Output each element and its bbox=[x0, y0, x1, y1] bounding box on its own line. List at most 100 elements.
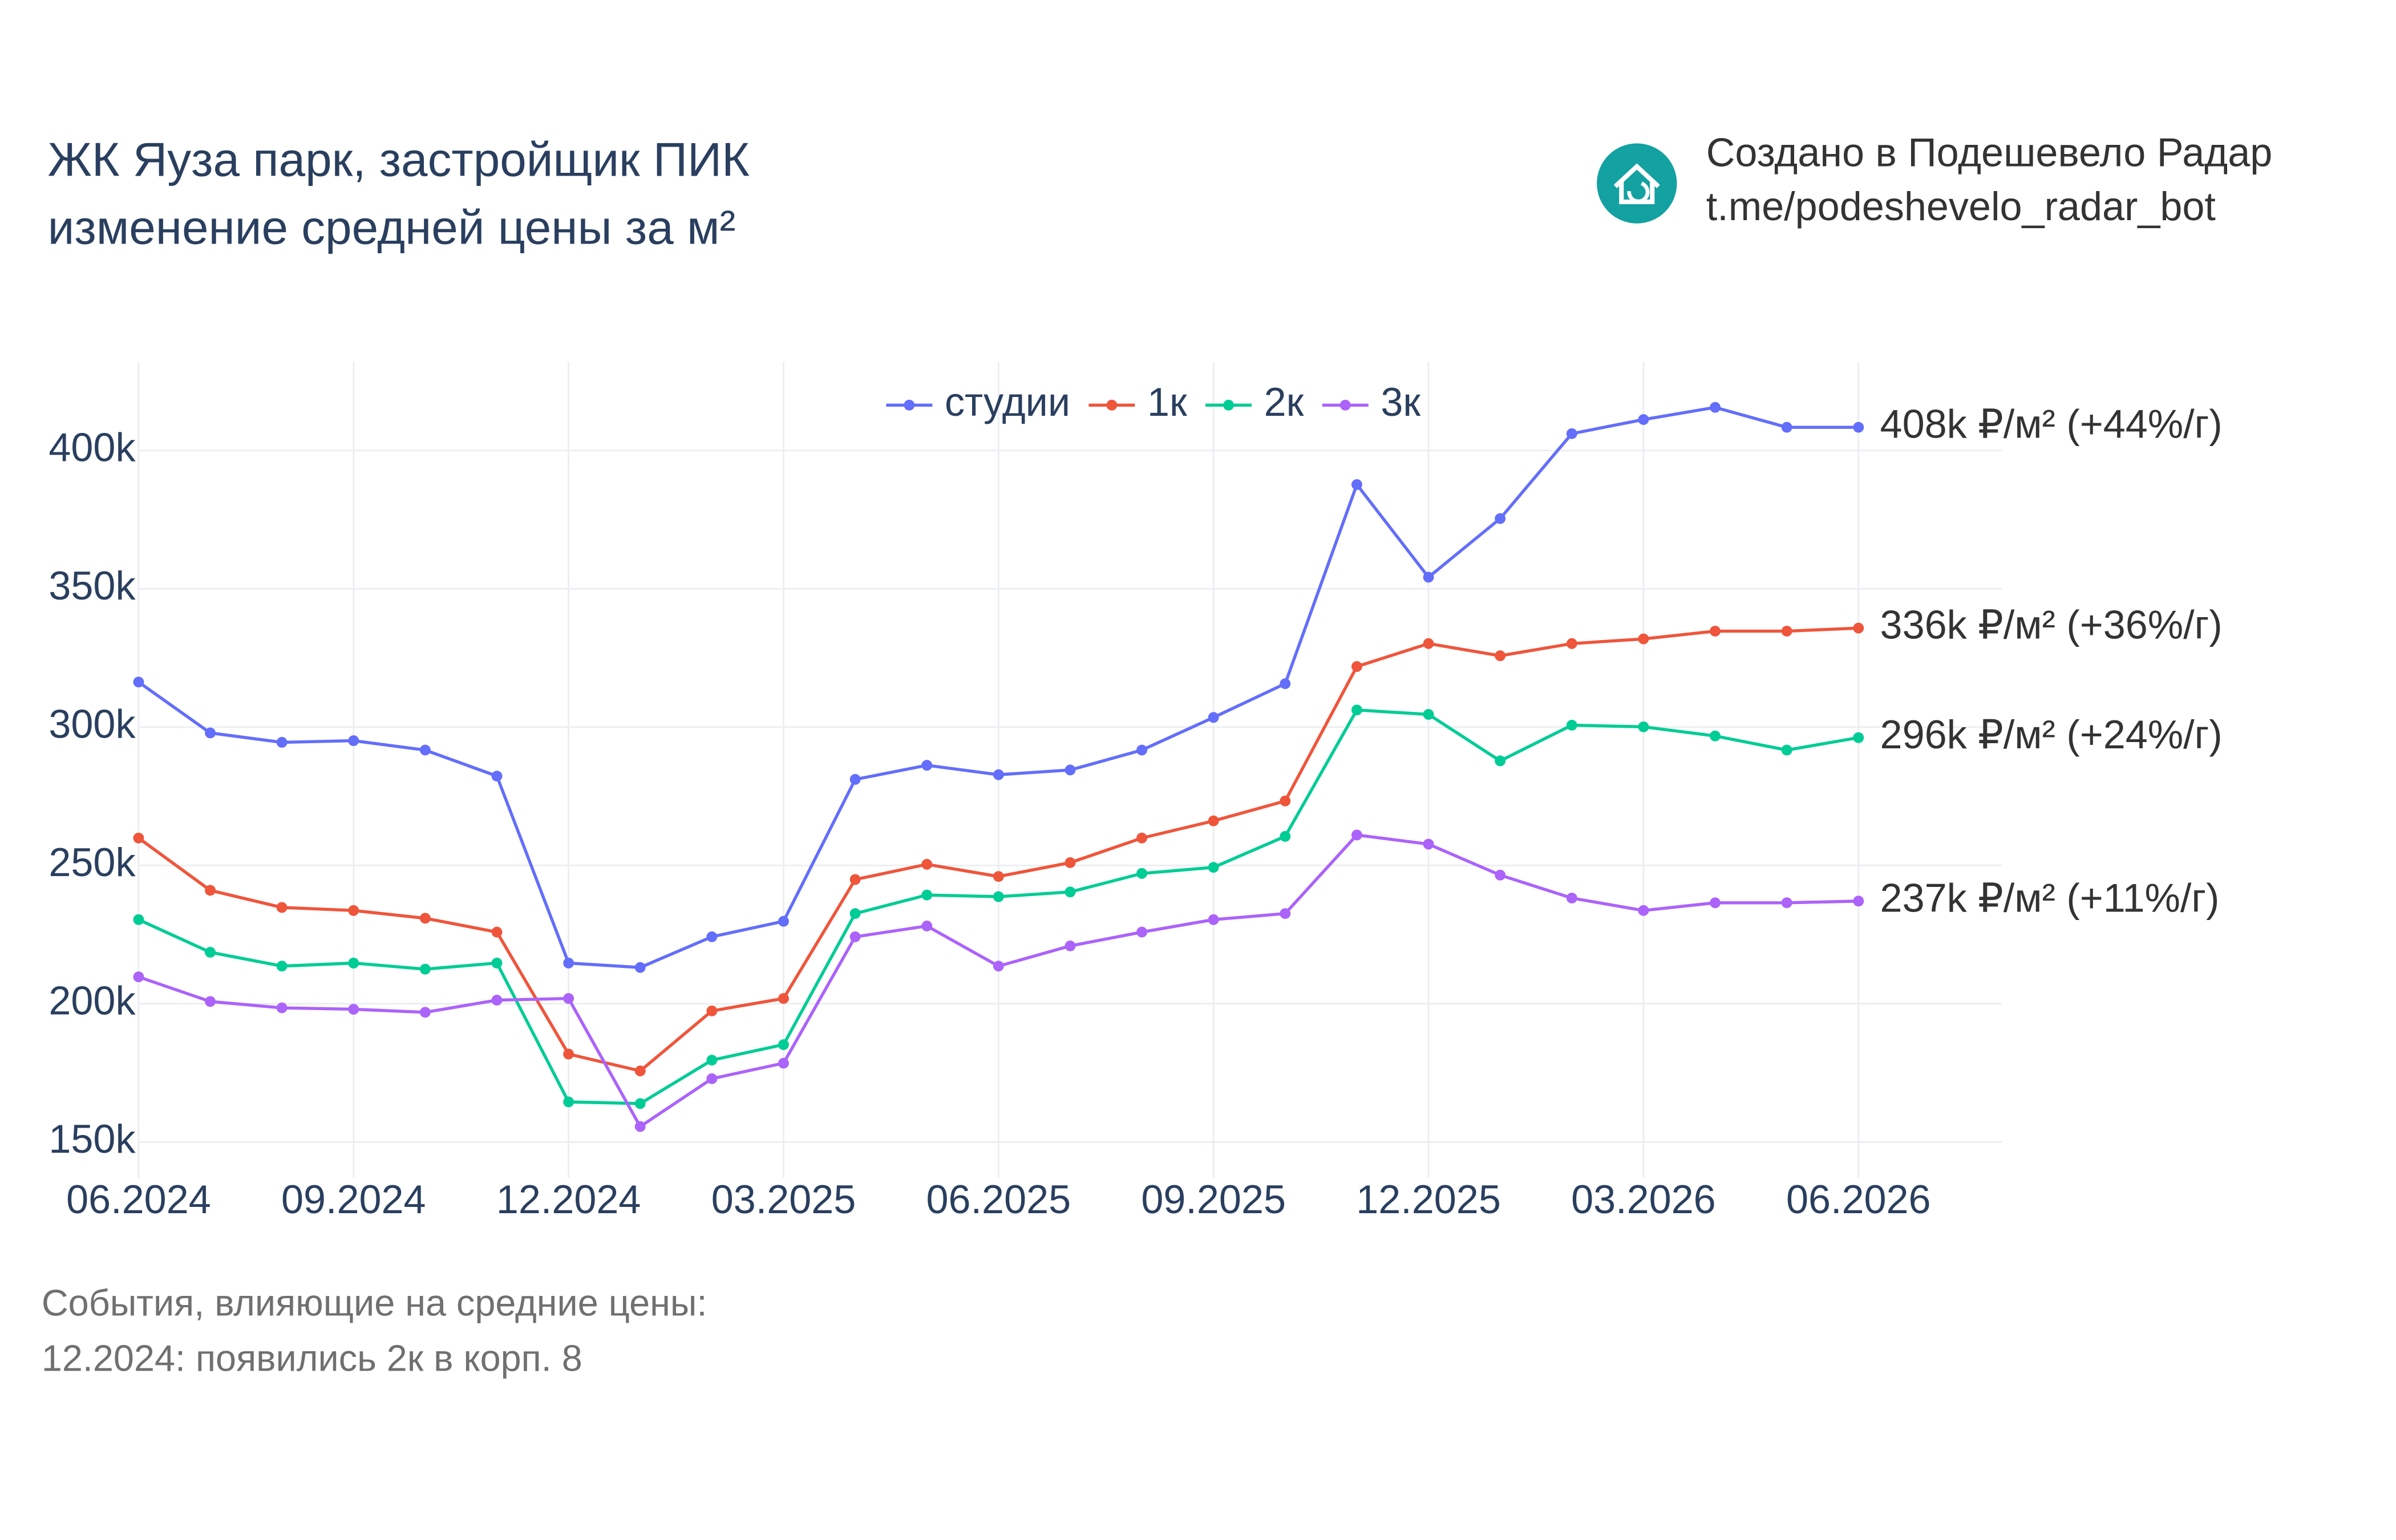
series bbox=[133, 829, 1864, 1132]
point bbox=[348, 958, 359, 968]
y-tick-label: 300k bbox=[48, 701, 136, 746]
point bbox=[1566, 719, 1577, 731]
point bbox=[706, 931, 718, 942]
point bbox=[276, 737, 288, 748]
point bbox=[1208, 712, 1219, 723]
point bbox=[1423, 709, 1434, 720]
credit: t.me/podeshevelo_radar_bot bbox=[1706, 184, 2216, 229]
point bbox=[133, 971, 144, 983]
point bbox=[778, 1039, 789, 1050]
point bbox=[1136, 744, 1148, 756]
point bbox=[634, 1098, 646, 1109]
point bbox=[1710, 730, 1721, 741]
point bbox=[1136, 926, 1148, 938]
point bbox=[921, 889, 933, 901]
point bbox=[133, 914, 144, 925]
point bbox=[1781, 897, 1792, 909]
point bbox=[1638, 721, 1649, 732]
point bbox=[778, 915, 789, 927]
point bbox=[348, 735, 359, 747]
point bbox=[706, 1073, 718, 1084]
point bbox=[205, 885, 216, 896]
point bbox=[1423, 638, 1434, 649]
point bbox=[276, 961, 288, 972]
point bbox=[993, 871, 1004, 882]
legend-item: 2к bbox=[1205, 379, 1305, 424]
y-tick-label: 150k bbox=[48, 1116, 136, 1161]
point bbox=[1781, 626, 1792, 637]
point bbox=[1423, 838, 1434, 850]
end-label: 237k ₽/м² (+11%/г) bbox=[1880, 875, 2220, 920]
y-tick-label: 200k bbox=[48, 978, 136, 1023]
point bbox=[1566, 638, 1577, 649]
legend-marker bbox=[1223, 399, 1235, 411]
point bbox=[348, 1004, 359, 1015]
end-label: 336k ₽/м² (+36%/г) bbox=[1880, 602, 2223, 647]
point bbox=[133, 832, 144, 844]
point bbox=[276, 902, 288, 913]
point bbox=[276, 1002, 288, 1014]
point bbox=[133, 676, 144, 688]
point bbox=[1351, 704, 1362, 716]
point bbox=[1495, 869, 1506, 881]
point bbox=[1853, 422, 1864, 433]
point bbox=[563, 993, 574, 1004]
point bbox=[849, 908, 861, 919]
point bbox=[1638, 633, 1649, 645]
point bbox=[1710, 897, 1721, 909]
x-tick-label: 06.2024 bbox=[66, 1177, 211, 1222]
chart-title: изменение средней цены за м² bbox=[48, 200, 736, 254]
point bbox=[1136, 832, 1148, 844]
x-tick-label: 03.2026 bbox=[1571, 1177, 1716, 1222]
chart-title: ЖК Яуза парк, застройщик ПИК bbox=[48, 133, 750, 187]
point bbox=[706, 1055, 718, 1066]
point bbox=[634, 1065, 646, 1077]
legend-marker bbox=[904, 399, 915, 411]
legend-label: 1к bbox=[1147, 379, 1188, 424]
point bbox=[993, 769, 1004, 780]
credit: Создано в Подешевело Радар bbox=[1706, 130, 2273, 175]
note: 12.2024: появились 2к в корп. 8 bbox=[42, 1338, 582, 1379]
point bbox=[1423, 572, 1434, 583]
point bbox=[1136, 868, 1148, 879]
point bbox=[1280, 908, 1291, 919]
point bbox=[205, 727, 216, 739]
point bbox=[849, 931, 861, 942]
point bbox=[1495, 513, 1506, 524]
point bbox=[849, 874, 861, 885]
legend-label: 2к bbox=[1264, 379, 1305, 424]
legend-item: 3к bbox=[1322, 379, 1421, 424]
point bbox=[1566, 893, 1577, 903]
end-label: 408k ₽/м² (+44%/г) bbox=[1880, 402, 2223, 447]
point bbox=[491, 995, 503, 1006]
point bbox=[778, 1057, 789, 1069]
y-tick-label: 400k bbox=[48, 424, 136, 469]
point bbox=[348, 905, 359, 916]
point bbox=[921, 858, 933, 870]
legend-marker bbox=[1106, 399, 1118, 411]
point bbox=[993, 891, 1004, 902]
point bbox=[1208, 815, 1219, 826]
point bbox=[1495, 755, 1506, 767]
point bbox=[1853, 895, 1864, 907]
point bbox=[563, 1096, 574, 1108]
series bbox=[133, 622, 1864, 1077]
point bbox=[921, 921, 933, 931]
point bbox=[491, 926, 503, 938]
point bbox=[1781, 744, 1792, 756]
end-label: 296k ₽/м² (+24%/г) bbox=[1880, 712, 2223, 757]
logo bbox=[1597, 143, 1677, 224]
note: События, влияющие на средние цены: bbox=[42, 1282, 707, 1323]
series bbox=[133, 704, 1864, 1109]
point bbox=[419, 744, 431, 756]
x-tick-label: 09.2025 bbox=[1141, 1177, 1286, 1222]
point bbox=[563, 958, 574, 968]
point bbox=[1351, 661, 1362, 672]
point bbox=[1351, 829, 1362, 841]
legend-item: 1к bbox=[1088, 379, 1188, 424]
point bbox=[1495, 650, 1506, 662]
y-tick-label: 350k bbox=[48, 563, 136, 608]
